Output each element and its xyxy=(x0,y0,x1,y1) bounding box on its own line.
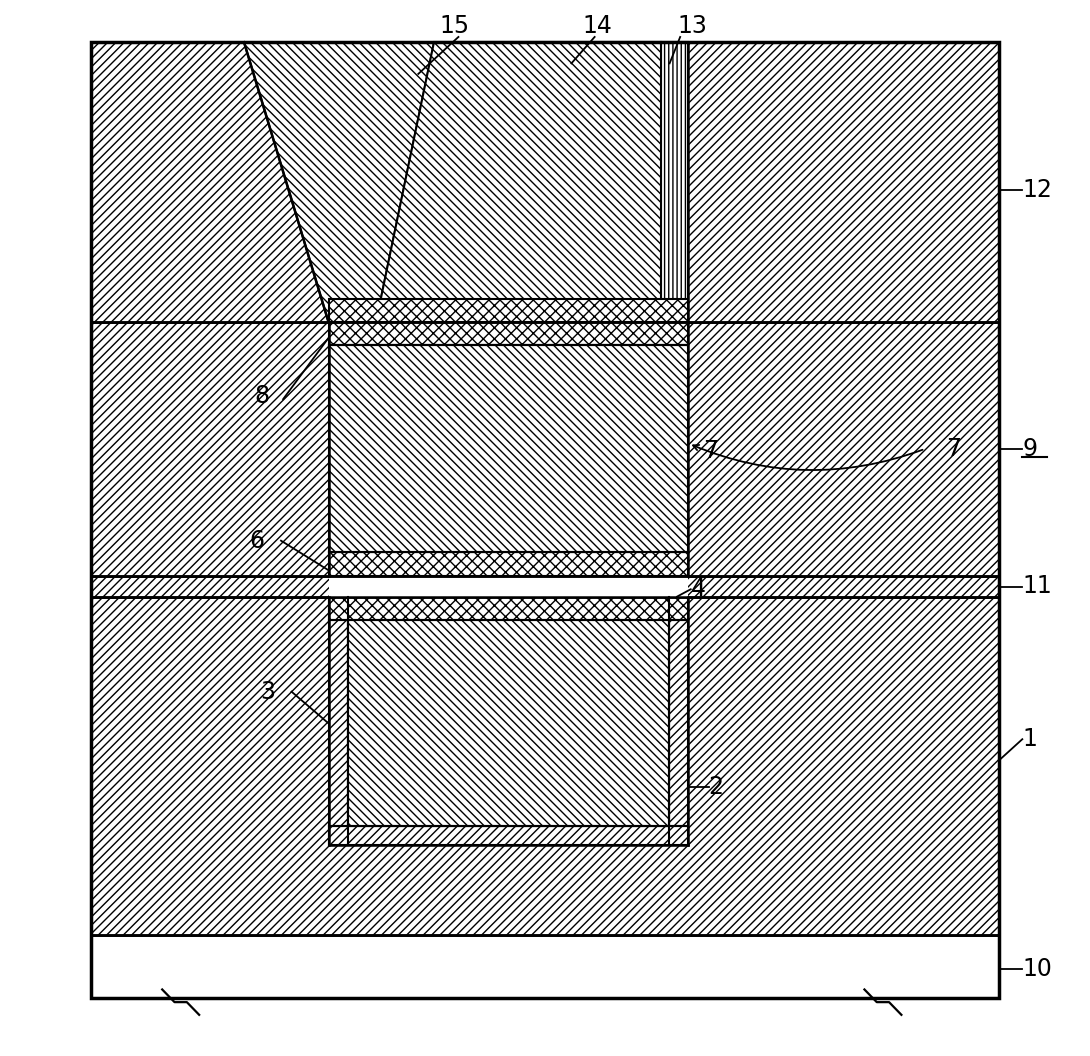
Text: 8: 8 xyxy=(255,384,269,408)
Text: 4: 4 xyxy=(691,578,705,601)
Bar xyxy=(90,576,1000,597)
Text: 14: 14 xyxy=(582,15,611,38)
Bar xyxy=(328,576,688,597)
Text: 2: 2 xyxy=(708,775,724,798)
Text: 12: 12 xyxy=(1022,178,1052,202)
Polygon shape xyxy=(662,42,688,322)
Polygon shape xyxy=(376,42,662,322)
Bar xyxy=(328,345,688,552)
Bar xyxy=(668,597,688,845)
Polygon shape xyxy=(244,42,688,322)
Bar xyxy=(328,552,688,576)
Text: 9: 9 xyxy=(1022,437,1038,460)
Bar xyxy=(90,597,1000,935)
Bar xyxy=(328,826,688,845)
Bar xyxy=(90,935,1000,998)
Bar xyxy=(90,322,1000,576)
Bar xyxy=(328,322,688,576)
Text: 6: 6 xyxy=(250,529,264,552)
Text: 11: 11 xyxy=(1022,574,1052,598)
Text: 7: 7 xyxy=(703,439,718,463)
Bar xyxy=(328,322,688,345)
Bar xyxy=(348,597,668,826)
Bar xyxy=(328,597,688,845)
Bar xyxy=(328,597,348,845)
Polygon shape xyxy=(244,42,434,322)
Bar xyxy=(328,597,688,620)
Bar xyxy=(90,42,1000,998)
Bar xyxy=(328,299,688,322)
Text: 10: 10 xyxy=(1022,958,1052,981)
Bar xyxy=(328,552,688,576)
Text: 3: 3 xyxy=(259,680,275,703)
Bar xyxy=(90,42,1000,322)
Text: 13: 13 xyxy=(677,15,707,38)
Bar xyxy=(328,345,688,552)
Bar xyxy=(328,322,688,345)
Text: 1: 1 xyxy=(1022,728,1038,751)
Text: 7: 7 xyxy=(946,437,961,460)
Text: 15: 15 xyxy=(439,15,470,38)
